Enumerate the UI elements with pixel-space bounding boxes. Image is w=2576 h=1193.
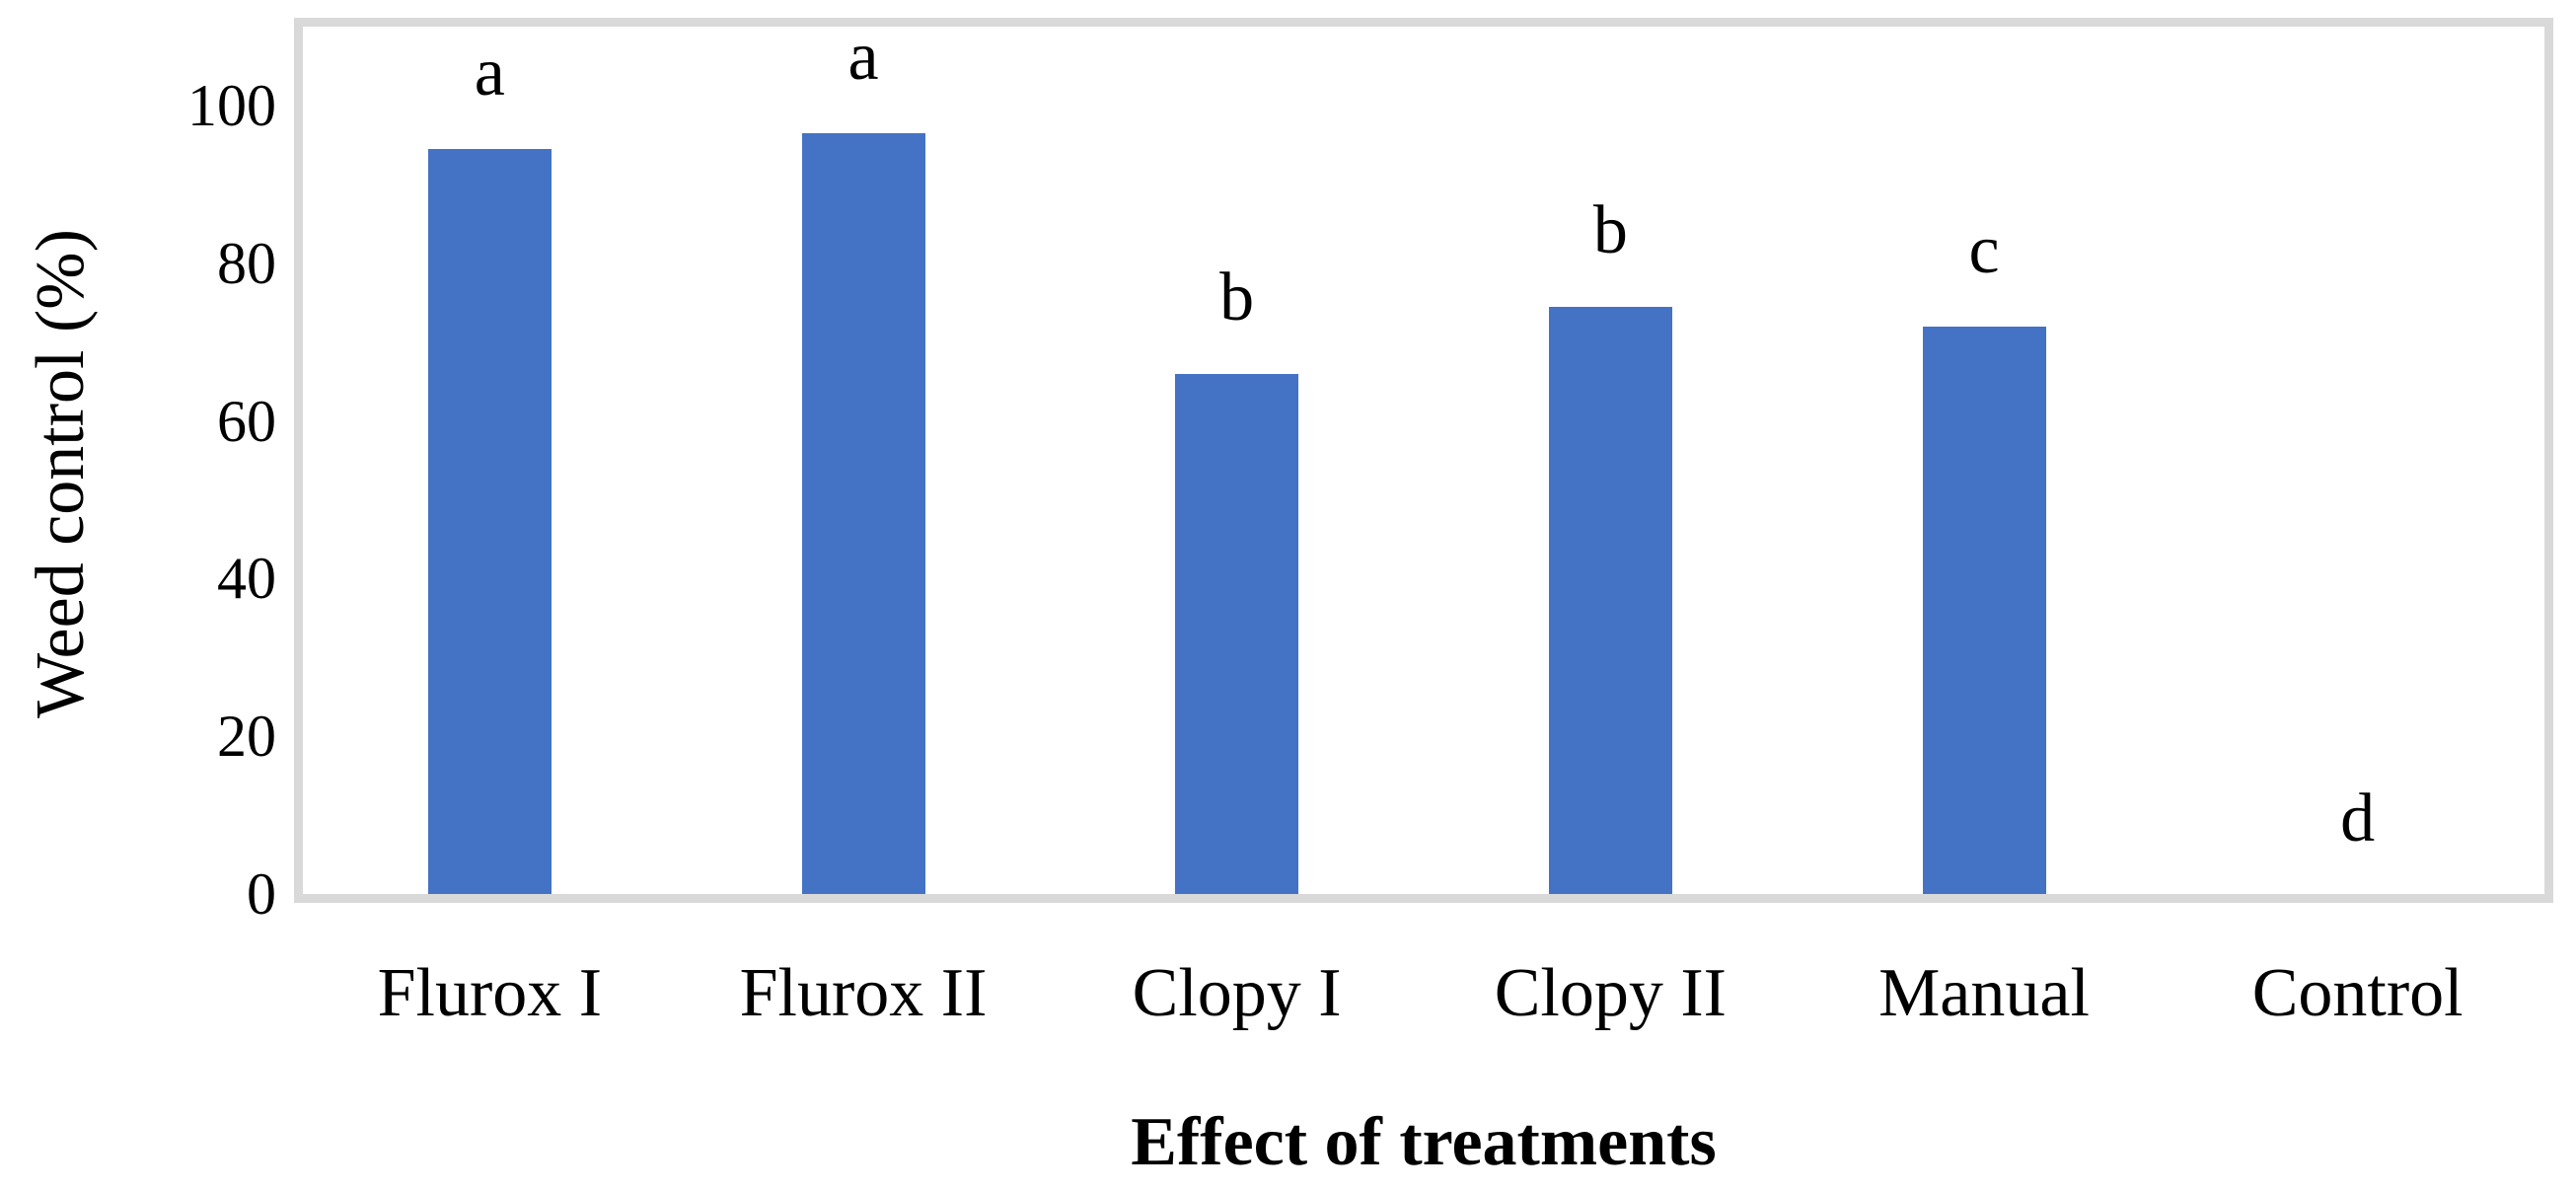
significance-letter: b xyxy=(1592,192,1628,269)
y-tick-label: 40 xyxy=(217,546,276,612)
x-tick-label: Control xyxy=(2251,955,2464,1031)
y-tick-label: 60 xyxy=(217,388,276,454)
y-tick-label: 80 xyxy=(217,230,276,296)
x-axis-title: Effect of treatments xyxy=(1131,1104,1717,1180)
bar-clopy-i xyxy=(1175,373,1299,894)
bar-flurox-ii xyxy=(801,132,925,894)
x-tick-label: Manual xyxy=(1878,955,2090,1031)
y-tick-label: 100 xyxy=(187,72,276,138)
significance-letter: c xyxy=(1968,212,2000,289)
y-tick-label: 0 xyxy=(247,861,276,927)
y-tick-label: 20 xyxy=(217,704,276,770)
x-tick-label: Clopy II xyxy=(1494,955,1727,1031)
bar-clopy-ii xyxy=(1548,306,1672,894)
x-tick-label: Clopy I xyxy=(1132,955,1342,1031)
x-tick-label: Flurox I xyxy=(377,955,603,1031)
x-axis-tick-labels: Flurox I Flurox II Clopy I Clopy II Manual Co… xyxy=(303,949,2544,1038)
x-tick-label: Flurox II xyxy=(739,955,988,1031)
significance-letter: a xyxy=(474,35,505,112)
bars-layer: a a b b c d xyxy=(303,21,2544,894)
significance-letter: b xyxy=(1219,260,1255,336)
plot-area: a a b b c d xyxy=(294,18,2553,903)
y-axis-title: Weed control (%) xyxy=(23,229,99,718)
bar-flurox-i xyxy=(427,148,552,894)
significance-letter: d xyxy=(2340,780,2376,857)
bar-manual xyxy=(1922,326,2046,894)
significance-letter: a xyxy=(847,19,879,96)
